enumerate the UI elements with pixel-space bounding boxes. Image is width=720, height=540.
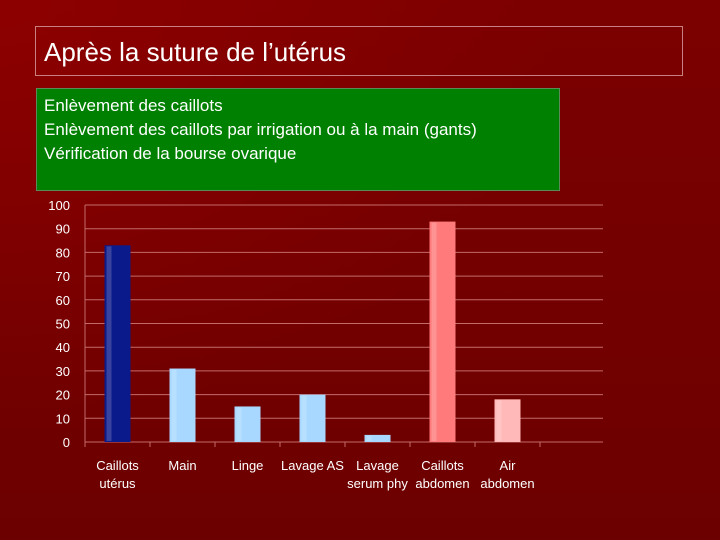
slide-title: Après la suture de l’utérus: [44, 37, 347, 67]
bar-highlight: [496, 400, 502, 441]
chart-svg: 0 10 20 30 40 50 60 70 80 90 100 Caillots utérus Main…: [48, 198, 603, 491]
bar: [364, 434, 391, 442]
x-category-label: serum phy: [347, 476, 408, 491]
x-category-label: utérus: [99, 476, 136, 491]
bar: [494, 399, 521, 442]
bullet-item: Vérification de la bourse ovarique: [44, 144, 297, 163]
y-tick-label: 80: [56, 245, 70, 260]
bar: [234, 406, 261, 442]
bar: [104, 245, 131, 442]
x-category-label: Caillots: [96, 458, 139, 473]
x-category-label: Caillots: [421, 458, 464, 473]
x-category-label: Main: [168, 458, 196, 473]
bar-highlight: [431, 222, 437, 441]
bar-highlight: [106, 246, 112, 441]
x-category-label: abdomen: [480, 476, 534, 491]
y-tick-label: 90: [56, 222, 70, 237]
y-tick-label: 60: [56, 293, 70, 308]
y-tick-label: 0: [63, 435, 70, 450]
bar-highlight: [171, 369, 177, 441]
bullet-item: Enlèvement des caillots: [44, 96, 223, 115]
bar: [299, 394, 326, 442]
x-category-label: abdomen: [415, 476, 469, 491]
y-tick-label: 40: [56, 340, 70, 355]
bullets-box: Enlèvement des caillots Enlèvement des c…: [36, 88, 560, 191]
y-tick-label: 20: [56, 388, 70, 403]
y-tick-label: 30: [56, 364, 70, 379]
bar-highlight: [236, 407, 242, 441]
title-box: Après la suture de l’utérus: [35, 26, 683, 76]
bar-chart: 0 10 20 30 40 50 60 70 80 90 100 Caillots utérus Main…: [40, 195, 620, 500]
y-tick-label: 10: [56, 411, 70, 426]
bar: [169, 368, 196, 442]
bar-highlight: [366, 435, 372, 441]
bar: [429, 221, 456, 442]
x-category-label: Lavage AS: [281, 458, 344, 473]
x-category-label: Lavage: [356, 458, 399, 473]
bullet-item: Enlèvement des caillots par irrigation o…: [44, 120, 477, 139]
y-tick-label: 50: [56, 317, 70, 332]
x-category-label: Linge: [232, 458, 264, 473]
x-category-label: Air: [500, 458, 517, 473]
y-tick-label: 70: [56, 269, 70, 284]
y-tick-label: 100: [48, 198, 70, 213]
bar-highlight: [301, 395, 307, 441]
